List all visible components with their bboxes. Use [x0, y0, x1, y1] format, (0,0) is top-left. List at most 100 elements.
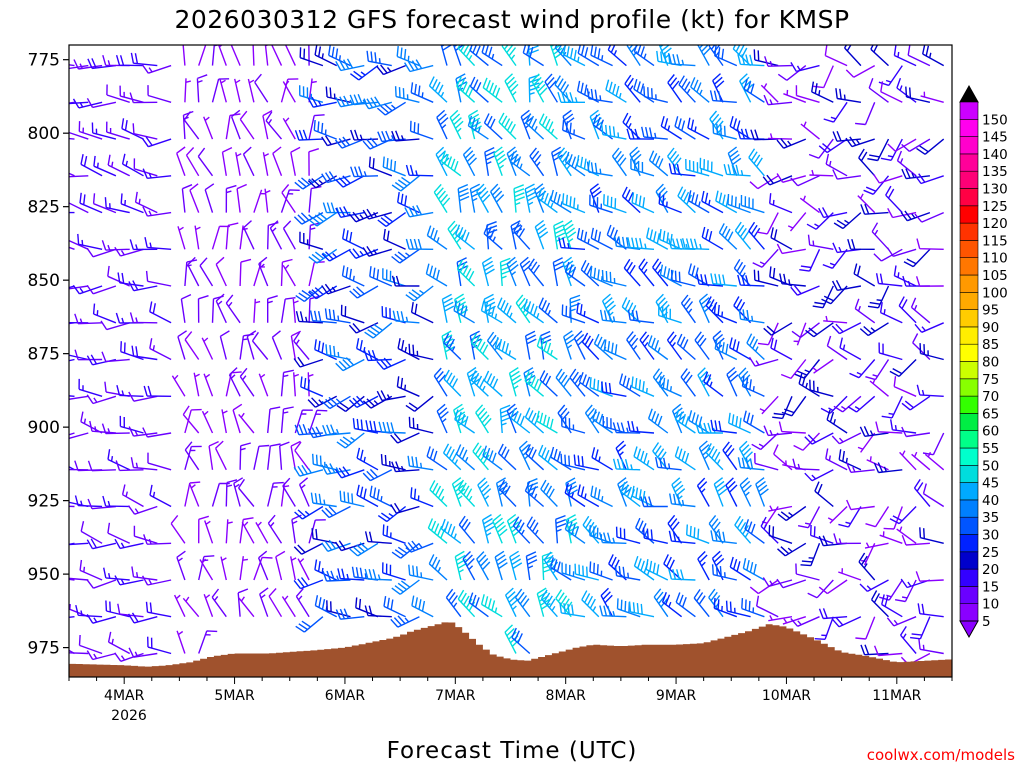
wind-barb — [482, 445, 503, 471]
wind-barb — [308, 409, 328, 434]
wind-barb — [835, 88, 862, 103]
wind-barb — [73, 59, 103, 70]
wind-barb — [335, 206, 365, 218]
wind-barb — [225, 294, 241, 324]
wind-barb — [391, 175, 420, 192]
wind-barb — [858, 148, 876, 177]
wind-barb — [426, 446, 448, 471]
wind-barb — [239, 442, 251, 470]
wind-barb — [722, 441, 738, 471]
wind-barb — [411, 595, 434, 618]
wind-barb — [678, 75, 696, 103]
wind-barb — [230, 45, 241, 66]
wind-barb — [143, 385, 172, 397]
wind-barb — [630, 158, 655, 177]
wind-barb — [697, 367, 712, 397]
wind-barb — [130, 52, 158, 67]
wind-barb — [833, 212, 862, 230]
wind-barb — [504, 73, 519, 103]
wind-barb — [661, 592, 683, 618]
wind-barb — [562, 119, 586, 140]
wind-barb — [127, 505, 158, 515]
wind-barb — [87, 460, 116, 472]
wind-barb — [410, 487, 434, 508]
colorbar-swatch — [959, 361, 979, 380]
wind-barb — [246, 330, 257, 360]
wind-barb — [576, 155, 600, 177]
wind-barb — [871, 222, 890, 250]
wind-barb — [290, 556, 297, 581]
wind-barb — [131, 345, 158, 361]
wind-barb — [314, 339, 337, 361]
wind-barb — [396, 46, 420, 67]
wind-barb — [799, 249, 821, 272]
wind-barb — [527, 258, 545, 287]
wind-barb — [348, 395, 379, 409]
wind-barb — [107, 631, 131, 655]
wind-barb — [759, 395, 779, 415]
colorbar-label: 30 — [982, 528, 999, 544]
wind-barb — [308, 148, 320, 176]
wind-barb — [376, 64, 406, 76]
colorbar-swatch — [959, 205, 979, 224]
wind-barb — [590, 45, 613, 67]
wind-barb — [280, 189, 300, 213]
wind-barb — [666, 331, 683, 360]
colorbar-swatch — [959, 119, 979, 137]
wind-barb — [790, 285, 820, 296]
wind-barb — [299, 231, 324, 250]
colorbar-swatch — [959, 499, 979, 518]
wind-barb — [238, 412, 255, 434]
wind-barb — [751, 432, 779, 451]
wind-barb — [69, 358, 75, 362]
wind-barb — [561, 562, 586, 581]
wind-barb — [86, 579, 117, 589]
colorbar-bottom-arrow — [959, 620, 979, 639]
wind-barb — [101, 423, 130, 435]
wind-barb — [117, 272, 144, 287]
colorbar-label: 110 — [982, 251, 1008, 267]
wind-barb — [324, 308, 351, 324]
wind-barb — [753, 269, 779, 287]
colorbar-label: 15 — [982, 579, 999, 595]
wind-barb — [916, 384, 944, 397]
wind-barb — [757, 322, 779, 346]
wind-barb — [857, 432, 876, 453]
wind-barb — [914, 173, 944, 185]
wind-barb — [701, 190, 724, 214]
wind-barb — [896, 150, 917, 177]
wind-barb — [875, 273, 903, 287]
wind-barb — [561, 304, 586, 324]
wind-barb — [552, 257, 565, 287]
wind-barb — [778, 421, 806, 434]
wind-barb — [78, 634, 103, 655]
wind-barb — [290, 330, 302, 360]
wind-barb — [293, 577, 324, 590]
wind-barb — [586, 161, 613, 177]
wind-barb — [770, 227, 793, 250]
wind-barb — [364, 531, 392, 544]
wind-barb — [204, 183, 215, 213]
wind-barb — [69, 137, 75, 140]
wind-barb — [793, 432, 821, 451]
wind-barb — [619, 373, 641, 397]
wind-barb — [86, 650, 117, 661]
wind-barb — [215, 256, 227, 287]
colorbar-label: 130 — [982, 182, 1008, 198]
colorbar-swatch — [959, 309, 979, 328]
wind-barb — [475, 404, 492, 434]
wind-barb — [623, 258, 641, 287]
wind-barb — [901, 395, 931, 411]
wind-barb — [520, 109, 533, 140]
wind-barb — [410, 82, 434, 103]
wind-barb — [577, 484, 600, 508]
wind-barb — [378, 421, 406, 434]
wind-barb — [480, 300, 503, 324]
wind-barb — [69, 101, 89, 105]
colorbar-swatch — [959, 464, 979, 483]
wind-barb — [409, 120, 434, 140]
wind-barb — [922, 432, 945, 456]
wind-barb — [238, 596, 255, 618]
wind-barb — [781, 395, 807, 417]
